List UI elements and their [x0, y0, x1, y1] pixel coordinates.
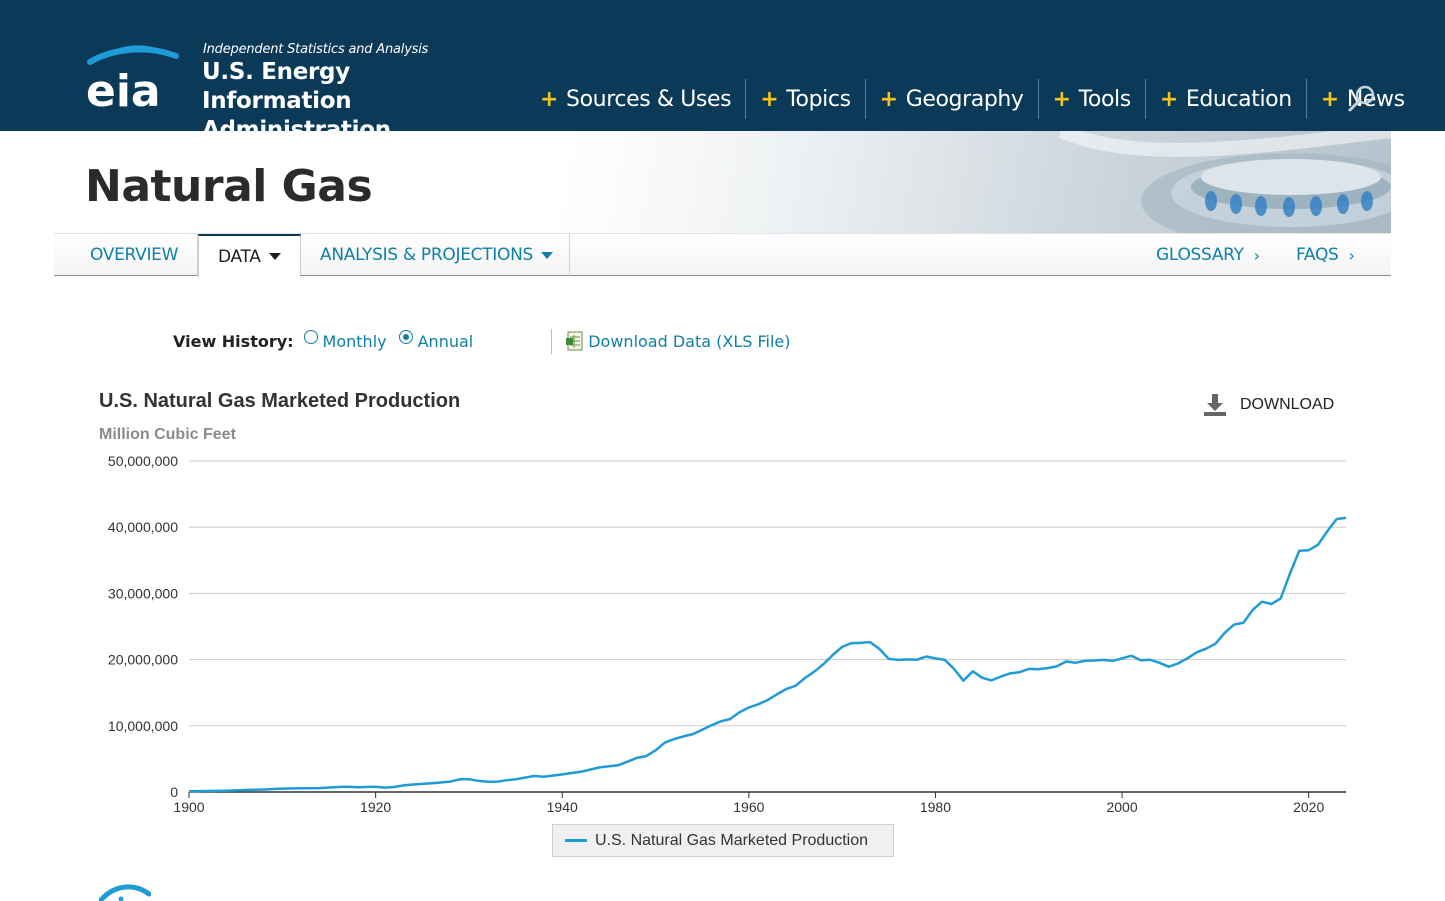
chevron-right-icon: ›: [1253, 245, 1260, 265]
glossary-label: GLOSSARY: [1156, 245, 1244, 265]
radio-annual[interactable]: Annual: [398, 330, 474, 351]
chart-legend[interactable]: U.S. Natural Gas Marketed Production: [552, 824, 894, 857]
legend-label: U.S. Natural Gas Marketed Production: [595, 831, 869, 849]
y-tick-label: 20,000,000: [108, 652, 178, 668]
series-line: [188, 516, 1347, 793]
view-history-controls: View History: Monthly Annual Download Da…: [173, 326, 791, 356]
production-line-chart: 0 10,000,000 20,000,000 30,000,000 40,000,00…: [108, 453, 1347, 815]
nav-sources-uses[interactable]: + Sources & Uses: [526, 79, 747, 119]
page-title: Natural Gas: [85, 161, 373, 212]
eia-logo[interactable]: eia: [86, 40, 182, 112]
download-xls-link[interactable]: Download Data (XLS File): [566, 331, 791, 351]
site-header: eia Independent Statistics and Analysis …: [0, 0, 1445, 143]
y-tick-label: 50,000,000: [108, 453, 178, 469]
chart-unit: Million Cubic Feet: [99, 426, 236, 443]
plus-icon: +: [1052, 86, 1071, 112]
view-history-label: View History:: [173, 331, 294, 351]
sub-nav: OVERVIEW DATA ANALYSIS & PROJECTIONS GLO…: [54, 233, 1391, 277]
x-tick-label: 1960: [733, 799, 764, 815]
chart-download-label: DOWNLOAD: [1240, 396, 1335, 413]
nav-label: Topics: [786, 86, 851, 112]
tab-data[interactable]: DATA: [198, 234, 301, 277]
logo-text: eia: [86, 66, 161, 112]
faqs-label: FAQS: [1296, 245, 1339, 265]
y-tick-label: 30,000,000: [108, 585, 178, 601]
y-tick-label: 0: [170, 784, 178, 800]
chevron-down-icon: [268, 253, 281, 260]
tab-analysis-label: ANALYSIS & PROJECTIONS: [320, 245, 533, 265]
x-tick-label: 1900: [173, 799, 204, 815]
radio-monthly-label: Monthly: [322, 331, 387, 351]
nav-label: Education: [1185, 86, 1292, 112]
main-nav: + Sources & Uses + Topics + Geography + Tool…: [526, 79, 1419, 119]
nav-geography[interactable]: + Geography: [866, 79, 1039, 119]
x-tick-label: 1940: [547, 799, 578, 815]
gas-burner-image: [1058, 131, 1391, 233]
radio-button[interactable]: [398, 330, 413, 344]
brand-tagline: Independent Statistics and Analysis: [203, 42, 429, 57]
plus-icon: +: [760, 86, 779, 112]
page-banner: Natural Gas: [54, 131, 1391, 233]
tab-analysis-projections[interactable]: ANALYSIS & PROJECTIONS: [320, 234, 553, 276]
x-tick-label: 2020: [1293, 799, 1324, 815]
download-icon: [1204, 394, 1226, 416]
tab-data-label: DATA: [218, 246, 261, 267]
radio-button[interactable]: [303, 330, 318, 344]
x-tick-label: 1920: [360, 799, 391, 815]
plus-icon: +: [879, 86, 898, 112]
nav-topics[interactable]: + Topics: [746, 79, 866, 119]
tab-divider: [569, 234, 570, 276]
nav-label: News: [1346, 86, 1405, 112]
nav-label: Tools: [1078, 86, 1132, 112]
nav-news[interactable]: + News: [1307, 79, 1419, 119]
plus-icon: +: [540, 86, 559, 112]
chevron-down-icon: [541, 251, 553, 259]
tab-overview-label: OVERVIEW: [90, 245, 179, 265]
y-tick-label: 40,000,000: [108, 519, 178, 535]
nav-education[interactable]: + Education: [1146, 79, 1307, 119]
link-glossary[interactable]: GLOSSARY ›: [1156, 234, 1260, 276]
link-faqs[interactable]: FAQS ›: [1296, 234, 1355, 276]
chart-download-button[interactable]: DOWNLOAD: [1202, 393, 1334, 417]
chevron-right-icon: ›: [1348, 245, 1355, 265]
x-tick-label: 1980: [920, 799, 951, 815]
download-xls-label: Download Data (XLS File): [588, 331, 791, 351]
y-tick-label: 10,000,000: [108, 718, 178, 734]
radio-monthly[interactable]: Monthly: [303, 330, 387, 351]
tab-overview[interactable]: OVERVIEW: [90, 234, 178, 276]
legend-swatch: [565, 839, 587, 842]
search-icon[interactable]: [1347, 84, 1377, 114]
plus-icon: +: [1320, 86, 1339, 112]
spreadsheet-icon: [566, 331, 583, 351]
tab-divider: [197, 234, 198, 276]
plus-icon: +: [1159, 86, 1178, 112]
chart-title: U.S. Natural Gas Marketed Production: [99, 390, 461, 412]
divider: [551, 328, 553, 354]
footer-eia-logo-icon[interactable]: [99, 880, 151, 901]
x-tick-label: 2000: [1106, 799, 1137, 815]
nav-tools[interactable]: + Tools: [1039, 79, 1146, 119]
nav-label: Sources & Uses: [566, 86, 732, 112]
nav-label: Geography: [905, 86, 1024, 112]
radio-annual-label: Annual: [417, 331, 474, 351]
